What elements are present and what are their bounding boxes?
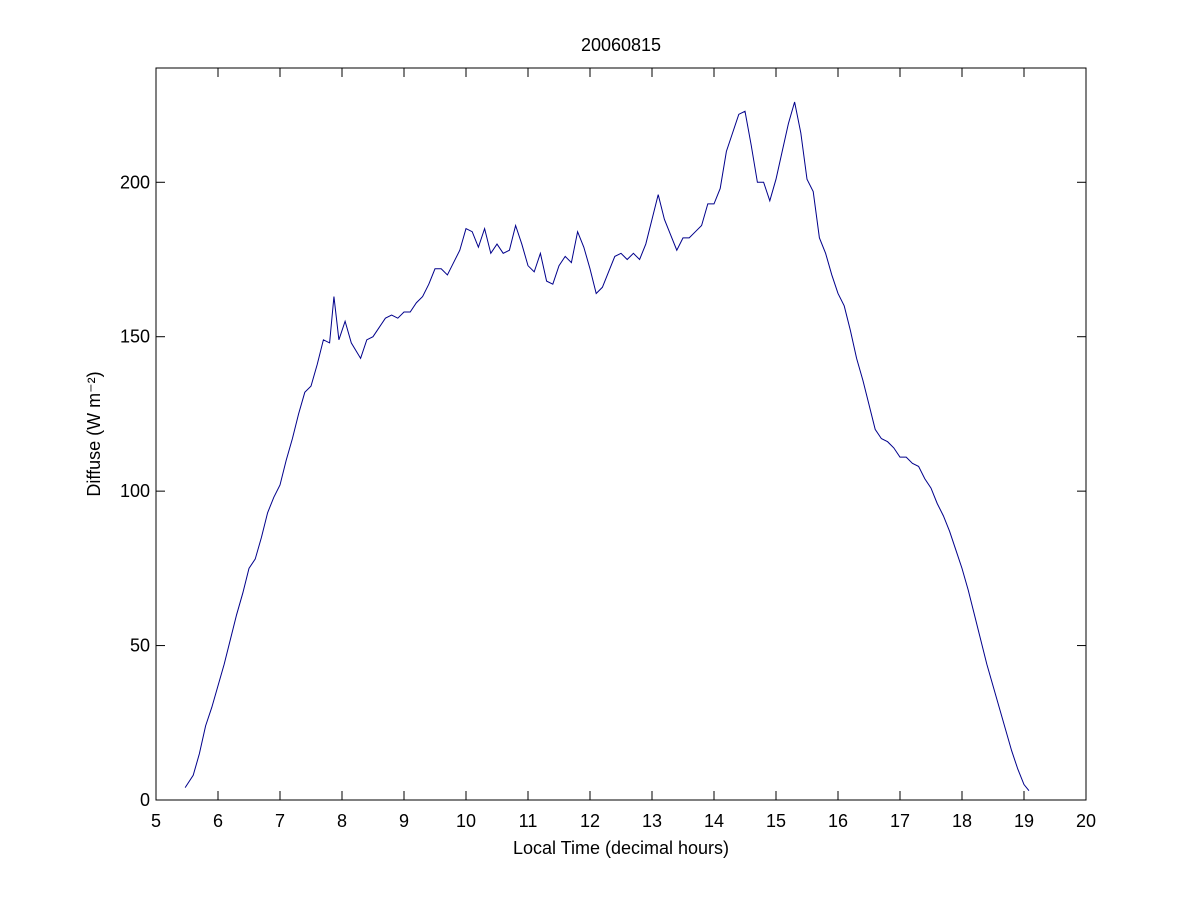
plot-area: [155, 67, 1087, 801]
y-tick-label: 150: [120, 327, 150, 347]
y-tick-label: 0: [140, 790, 150, 810]
x-tick-label: 15: [766, 811, 786, 831]
x-tick-label: 20: [1076, 811, 1096, 831]
x-tick-label: 19: [1014, 811, 1034, 831]
x-tick-label: 14: [704, 811, 724, 831]
y-axis-label: Diffuse (W m⁻²): [84, 371, 104, 496]
x-tick-label: 10: [456, 811, 476, 831]
x-tick-label: 7: [275, 811, 285, 831]
x-tick-label: 5: [151, 811, 161, 831]
y-tick-label: 100: [120, 481, 150, 501]
x-tick-label: 8: [337, 811, 347, 831]
x-tick-label: 6: [213, 811, 223, 831]
x-tick-label: 11: [519, 811, 538, 831]
x-tick-label: 18: [952, 811, 972, 831]
x-tick-label: 16: [828, 811, 848, 831]
y-tick-label: 50: [130, 636, 150, 656]
x-tick-label: 17: [890, 811, 910, 831]
data-line: [184, 101, 1030, 792]
x-tick-label: 13: [642, 811, 662, 831]
x-axis-label: Local Time (decimal hours): [513, 838, 729, 858]
x-tick-label: 12: [580, 811, 600, 831]
y-tick-label: 200: [120, 172, 150, 192]
x-tick-label: 9: [399, 811, 409, 831]
chart-title: 20060815: [581, 35, 661, 55]
